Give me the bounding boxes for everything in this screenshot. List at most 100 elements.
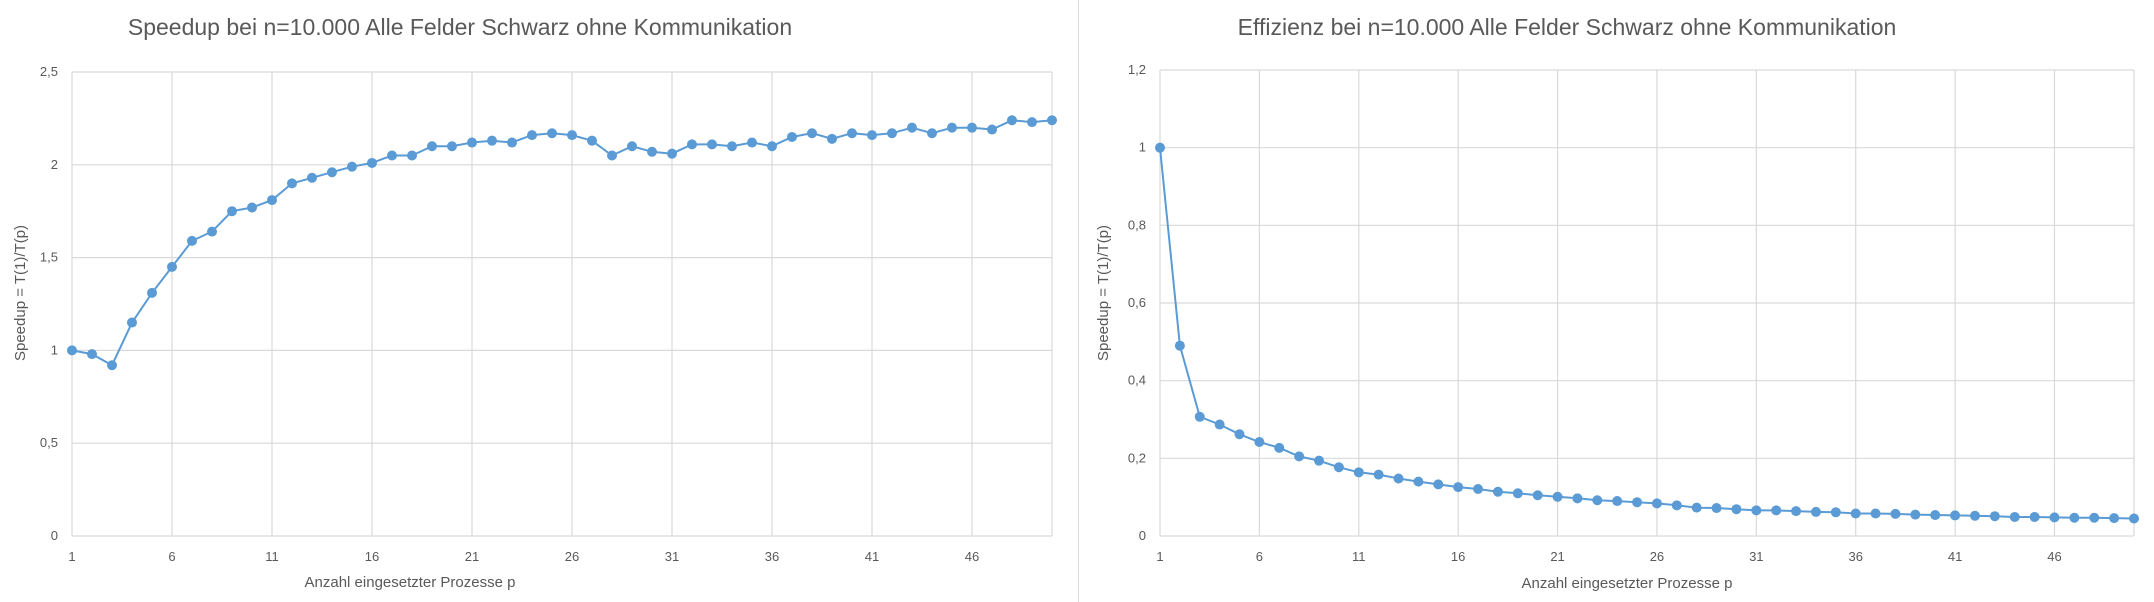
data-point [1433, 479, 1444, 490]
data-point [1333, 462, 1344, 473]
data-point [1214, 419, 1225, 430]
data-point [927, 128, 937, 139]
data-point [1047, 115, 1057, 126]
data-point [1632, 497, 1643, 508]
y-tick-label: 1,5 [40, 250, 58, 265]
data-point [1413, 476, 1424, 487]
y-tick-label: 2 [51, 157, 58, 172]
data-point [747, 137, 757, 148]
x-tick-label: 1 [1156, 549, 1163, 564]
y-tick-label: 1 [1139, 140, 1146, 155]
data-point [1532, 490, 1543, 501]
data-point [1274, 442, 1285, 453]
data-point [1810, 506, 1821, 517]
gridlines [1159, 69, 2135, 537]
data-point [2089, 512, 2100, 523]
data-point [607, 150, 617, 161]
y-tick-label: 0,4 [1128, 373, 1146, 388]
data-point [767, 141, 777, 152]
data-point [1393, 473, 1404, 484]
data-point [2109, 513, 2120, 524]
data-point [547, 128, 557, 139]
series-marks [1155, 142, 2139, 524]
data-point [1155, 142, 1165, 153]
speedup-chart: Speedup bei n=10.000 Alle Felder Schwarz… [12, 14, 1057, 591]
y-tick-label: 1 [51, 342, 58, 357]
x-tick-label: 31 [1749, 549, 1763, 564]
efficiency-chart: Effizienz bei n=10.000 Alle Felder Schwa… [1095, 14, 2139, 592]
data-point [307, 172, 317, 183]
y-tick-label: 2,5 [40, 64, 58, 79]
chart-title: Speedup bei n=10.000 Alle Felder Schwarz… [128, 14, 792, 40]
series-line [71, 119, 1053, 367]
data-point [1771, 505, 1782, 516]
tick-labels: 00,20,40,60,811,21 6 11 16 21 26 31 36 41 46 [1128, 62, 2062, 564]
x-tick-label: 11 [265, 549, 279, 564]
x-tick-label: 46 [2047, 549, 2061, 564]
y-tick-label: 0,6 [1128, 295, 1146, 310]
data-point [1731, 504, 1742, 515]
data-point [227, 206, 237, 217]
tick-labels: 00,511,522,51 6 11 16 21 26 31 36 41 46 [40, 64, 979, 564]
x-tick-label: 6 [168, 549, 175, 564]
y-tick-label: 0,5 [40, 435, 58, 450]
data-point [1492, 486, 1503, 497]
data-point [687, 139, 697, 150]
data-point [787, 131, 797, 142]
data-point [447, 141, 457, 152]
data-point [567, 130, 577, 141]
data-point [1174, 340, 1185, 351]
data-point [1950, 510, 1961, 521]
data-point [947, 122, 957, 133]
data-point [107, 360, 117, 371]
data-point [2029, 511, 2040, 522]
data-point [807, 128, 817, 139]
data-point [1989, 511, 2000, 522]
data-point [1373, 469, 1384, 480]
data-point [1671, 500, 1682, 511]
data-point [1691, 502, 1702, 513]
x-tick-label: 16 [365, 549, 379, 564]
data-point [1930, 510, 1941, 521]
data-point [1552, 491, 1563, 502]
panel-divider [1078, 0, 1079, 602]
data-point [587, 135, 597, 146]
data-point [1453, 482, 1464, 493]
data-point [2049, 512, 2060, 523]
data-point [887, 128, 897, 139]
data-point [367, 157, 377, 168]
data-point [507, 137, 517, 148]
data-point [1612, 496, 1623, 507]
y-tick-label: 0 [51, 528, 58, 543]
data-point [247, 202, 257, 213]
y-tick-label: 0,2 [1128, 450, 1146, 465]
data-point [387, 150, 397, 161]
data-point [87, 349, 97, 360]
data-point [147, 287, 157, 298]
x-tick-label: 36 [1848, 549, 1862, 564]
gridlines [71, 71, 1053, 537]
data-point [2129, 513, 2139, 524]
data-point [427, 141, 437, 152]
data-point [407, 150, 417, 161]
data-point [67, 345, 77, 356]
y-axis-label: Speedup = T(1)/T(p) [12, 225, 29, 361]
x-tick-label: 16 [1451, 549, 1465, 564]
data-point [647, 146, 657, 157]
data-point [1791, 506, 1802, 517]
data-point [1194, 411, 1205, 422]
data-point [1592, 495, 1603, 506]
x-tick-label: 21 [1550, 549, 1564, 564]
data-point [707, 139, 717, 150]
y-tick-label: 1,2 [1128, 62, 1146, 77]
data-point [987, 124, 997, 135]
data-point [167, 261, 177, 272]
data-point [1890, 508, 1901, 519]
data-point [2009, 511, 2020, 522]
data-point [1294, 451, 1305, 462]
data-point [1027, 117, 1037, 128]
data-point [467, 137, 477, 148]
data-point [1711, 503, 1722, 514]
data-point [1651, 498, 1662, 509]
efficiency-chart-panel: Effizienz bei n=10.000 Alle Felder Schwa… [1080, 0, 2154, 602]
